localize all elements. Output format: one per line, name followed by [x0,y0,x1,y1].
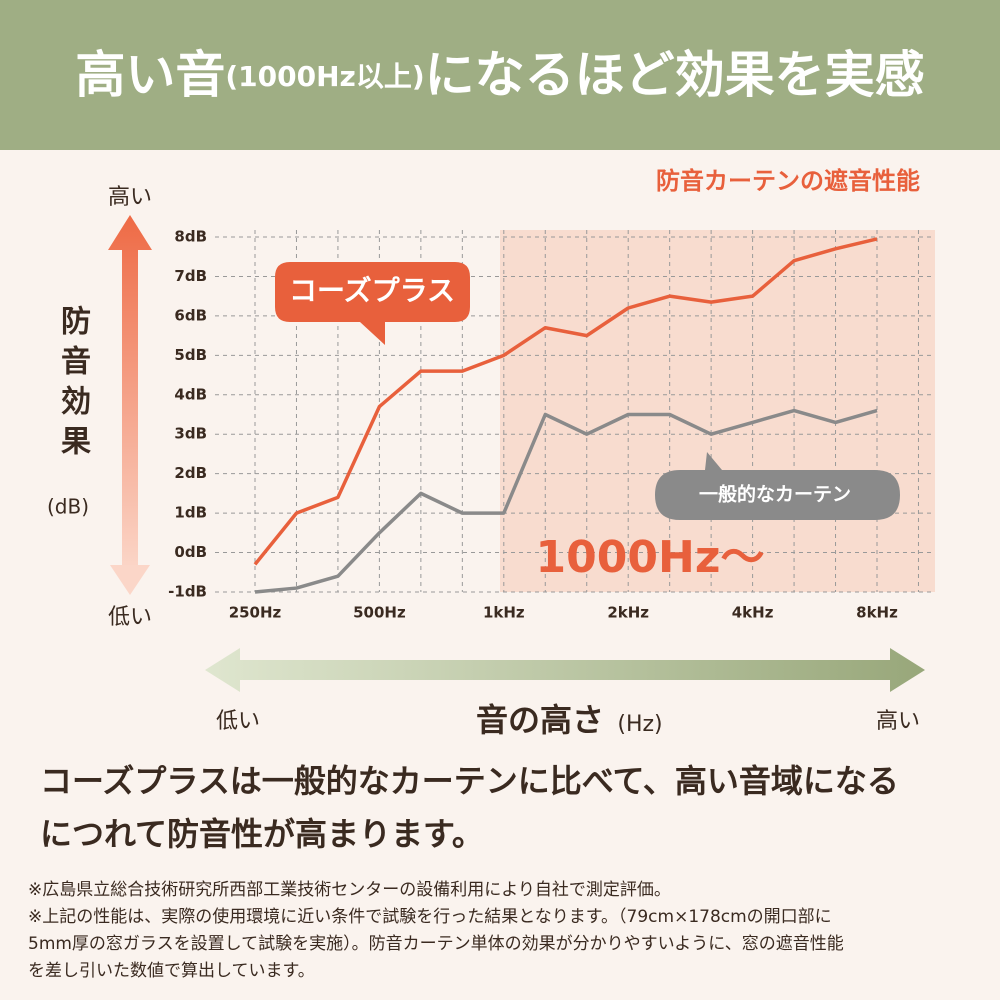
title-part: (1000Hz以上) [225,60,424,93]
x-tick-label: 500Hz [353,604,406,622]
legend-entry: コーズプラス [289,274,455,307]
title-part: 高い音 [75,46,225,104]
y-tick-label: 5dB [174,346,207,364]
x-tick-label: 8kHz [856,604,898,622]
y-tick-label: 2dB [174,464,207,482]
x-label: 音の高さ [476,701,604,739]
series-line [253,237,878,566]
y-tick-label: 8dB [174,228,207,246]
x-tick-label: 250Hz [229,604,282,622]
y-low: 低い [108,605,152,630]
legend-callout [655,452,900,520]
note: 5mm厚の窓ガラスを設置して試験を実施）。防音カーテン単体の効果が分かりやすいよ… [28,934,844,954]
y-tick-label: 6dB [174,306,207,324]
y-tick-label: 3dB [174,425,207,443]
highlight-region [500,230,935,592]
y-arrow [108,215,152,570]
y-tick-label: 4dB [174,385,207,403]
chart-subtitle: 防音カーテンの遮音性能 [656,167,920,195]
y-tick-label: 7dB [174,267,207,285]
x-unit: (Hz) [617,712,662,737]
summary-line: につれて防音性が高まります。 [40,815,484,853]
series-line [254,408,878,594]
header-band [0,0,1000,150]
y-label: 防音効果 [55,305,90,465]
legend-callout [275,262,470,345]
x-high: 高い [876,709,920,734]
note: を差し引いた数値で算出しています。 [28,961,315,981]
y-tick-label: -1dB [168,583,207,601]
y-arrow-head [110,565,150,595]
title-part: になるほど効果を実感 [425,46,925,104]
x-low: 低い [216,709,260,734]
x-tick-label: 4kHz [732,604,774,622]
x-arrow [205,648,925,692]
annotation: 1000Hz〜 [536,532,765,583]
x-tick-label: 2kHz [607,604,649,622]
summary-line: コーズプラスは一般的なカーテンに比べて、高い音域になる [40,762,899,800]
y-tick-label: 0dB [174,543,207,561]
note: ※広島県立総合技術研究所西部工業技術センターの設備利用により自社で測定評価。 [28,880,671,900]
y-tick-label: 1dB [174,504,207,522]
y-high: 高い [108,185,152,210]
legend-entry: 一般的なカーテン [699,483,851,506]
note: ※上記の性能は、実際の使用環境に近い条件で試験を行った結果となります。（79cm… [28,906,832,927]
header-title: 高い音(1000Hz以上)になるほど効果を実感 [75,46,924,104]
x-tick-label: 1kHz [483,604,525,622]
y-unit: (dB) [47,495,89,519]
